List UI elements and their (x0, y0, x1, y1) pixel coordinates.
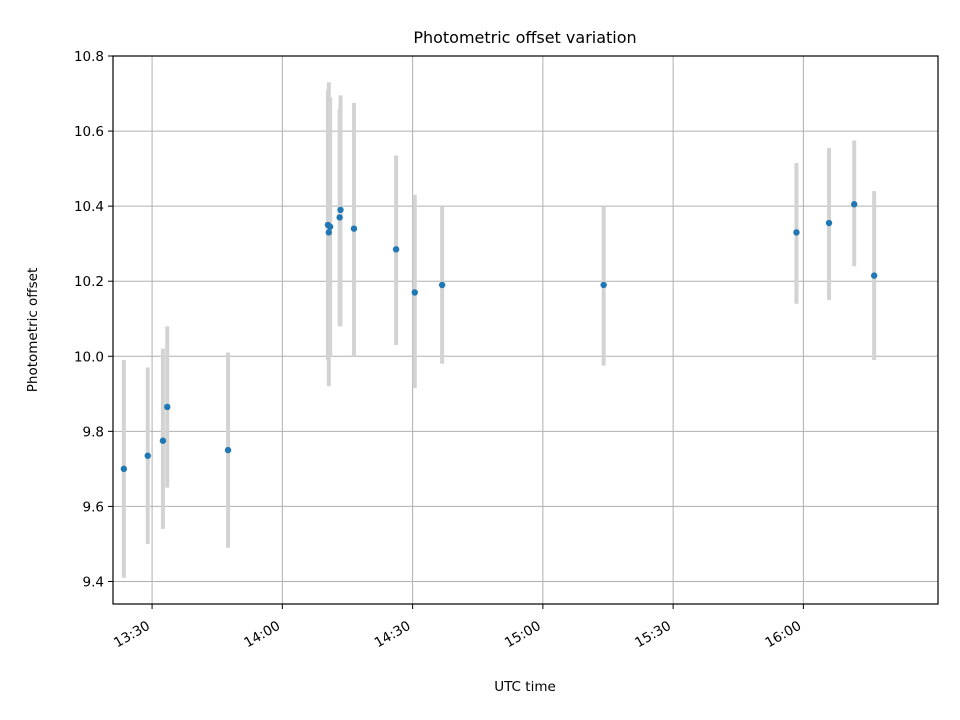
point-layer (120, 201, 878, 473)
data-point (825, 219, 833, 227)
y-tick-label: 10.6 (74, 124, 104, 140)
data-point (224, 446, 232, 454)
x-tick-label: 13:30 (111, 618, 153, 651)
y-tick-label: 10.8 (74, 49, 104, 65)
grid-layer (113, 55, 938, 604)
data-point (159, 437, 167, 444)
data-point (438, 281, 446, 289)
x-tick-label: 14:30 (372, 618, 414, 651)
y-tick-label: 10.2 (74, 274, 104, 290)
x-tick-label: 14:00 (241, 618, 283, 651)
data-point (870, 272, 878, 279)
chart-title: Photometric offset variation (413, 28, 636, 47)
y-tick-label: 10.4 (74, 199, 104, 215)
data-point (337, 206, 344, 214)
x-axis-label: UTC time (494, 679, 556, 695)
data-point (793, 229, 800, 236)
data-point (411, 289, 418, 296)
y-tick-label: 9.8 (83, 424, 104, 440)
data-point (120, 465, 128, 473)
data-point (164, 403, 171, 411)
tick-layer: 13:30 14:00 14:30 15:00 15:30 16:00 9.4 9.6 9.8 1… (74, 49, 804, 651)
data-point (850, 201, 858, 208)
y-tick-label: 9.4 (83, 574, 104, 590)
data-point (325, 229, 333, 236)
x-tick-label: 15:00 (502, 618, 544, 651)
y-tick-label: 10.0 (74, 349, 104, 365)
data-point (144, 452, 151, 459)
data-point (326, 223, 334, 230)
y-axis-label: Photometric offset (25, 268, 41, 392)
data-point (392, 246, 400, 253)
plot-frame (112, 55, 939, 605)
x-tick-label: 16:00 (762, 618, 804, 651)
data-point (600, 281, 607, 289)
data-point (350, 225, 358, 232)
y-tick-label: 9.6 (83, 499, 104, 515)
data-point (336, 214, 343, 221)
errorbar-layer (121, 82, 877, 578)
x-tick-label: 15:30 (632, 618, 674, 651)
